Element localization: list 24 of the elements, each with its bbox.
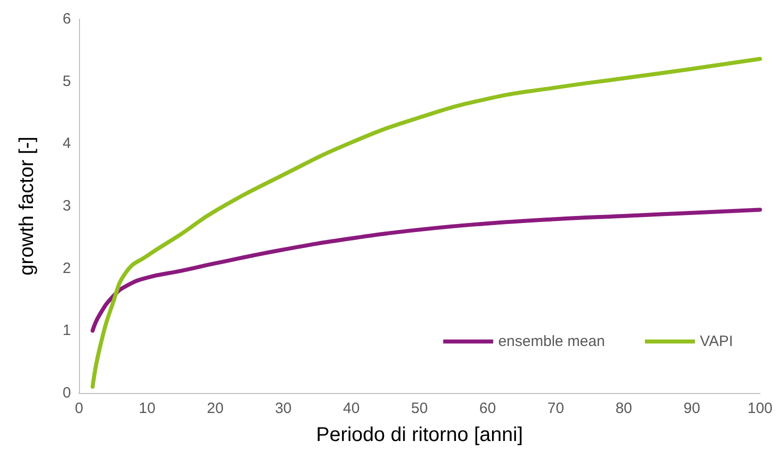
line-series — [90, 208, 762, 333]
y-tick-label: 2 — [62, 260, 71, 277]
x-axis-title: Periodo di ritorno [anni] — [316, 424, 523, 446]
line-series — [90, 56, 762, 389]
y-axis-title: growth factor [-] — [16, 136, 38, 276]
x-tick-label: 30 — [274, 400, 292, 417]
x-tick-label: 100 — [747, 400, 773, 417]
x-tick-label: 20 — [206, 400, 224, 417]
y-tick-label: 6 — [62, 10, 71, 28]
x-tick-label: 60 — [479, 400, 496, 417]
x-tick-label: 50 — [411, 400, 428, 417]
x-tick-label: 40 — [343, 400, 360, 417]
x-tick-label: 10 — [138, 400, 156, 417]
y-tick-label: 4 — [62, 135, 71, 152]
x-tick-label: 90 — [684, 400, 700, 417]
x-tick-label: 0 — [74, 400, 84, 417]
legend-label: ensemble mean — [498, 333, 605, 350]
y-tick-label: 5 — [62, 72, 71, 90]
x-tick-label: 80 — [615, 400, 632, 417]
legend-label: VAPI — [700, 333, 734, 350]
x-tick-label: 70 — [547, 400, 564, 417]
y-tick-label: 1 — [62, 322, 71, 340]
y-tick-label: 0 — [62, 384, 71, 402]
y-tick-label: 3 — [62, 198, 71, 214]
